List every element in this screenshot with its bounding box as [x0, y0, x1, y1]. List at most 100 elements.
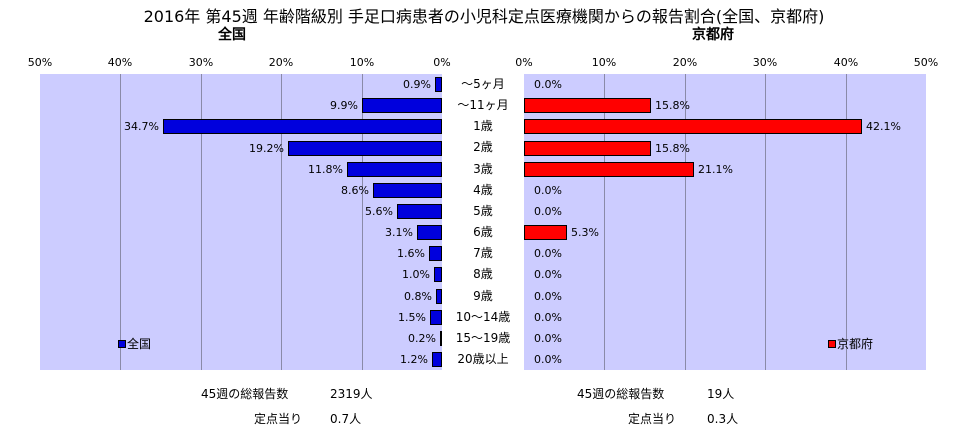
- national-value-label: 19.2%: [249, 142, 284, 155]
- kyoto-total-value: 19人: [707, 387, 735, 401]
- kyoto-tick-label: 10%: [591, 56, 617, 69]
- category-label: 15～19歳: [455, 331, 511, 345]
- kyoto-legend-swatch: [828, 339, 836, 348]
- national-legend-swatch: [118, 339, 126, 348]
- kyoto-value-label: 0.0%: [534, 290, 562, 303]
- kyoto-value-label: 21.1%: [698, 163, 733, 176]
- kyoto-legend-label: 京都府: [837, 337, 874, 351]
- category-label: 3歳: [473, 162, 493, 176]
- category-label: 20歳以上: [457, 352, 509, 366]
- chart-title: 2016年 第45週 年齢階級別 手足口病患者の小児科定点医療機関からの報告割合…: [143, 7, 825, 26]
- kyoto-per-sentinel-label: 定点当り: [628, 412, 677, 426]
- national-gridline: [120, 74, 121, 370]
- kyoto-value-label: 5.3%: [571, 226, 599, 239]
- kyoto-value-label: 0.0%: [534, 205, 562, 218]
- kyoto-value-label: 42.1%: [866, 120, 901, 133]
- kyoto-bar: [524, 98, 651, 113]
- national-bar: [163, 119, 442, 134]
- kyoto-value-label: 0.0%: [534, 78, 562, 91]
- national-value-label: 0.9%: [403, 78, 431, 91]
- national-bar: [434, 267, 442, 282]
- kyoto-total-label: 45週の総報告数: [577, 387, 665, 401]
- national-bar: [417, 225, 442, 240]
- national-panel-title: 全国: [218, 27, 246, 43]
- national-value-label: 1.0%: [402, 268, 430, 281]
- national-bar: [373, 183, 442, 198]
- national-value-label: 9.9%: [330, 99, 358, 112]
- national-tick-label: 30%: [188, 56, 214, 69]
- kyoto-value-label: 0.0%: [534, 247, 562, 260]
- kyoto-gridline: [604, 74, 605, 370]
- kyoto-tick-label: 50%: [913, 56, 939, 69]
- category-label: 2歳: [473, 140, 493, 154]
- national-total-value: 2319人: [330, 387, 373, 401]
- kyoto-tick-label: 30%: [752, 56, 778, 69]
- kyoto-panel-title: 京都府: [692, 27, 734, 43]
- category-label: ～11ヶ月: [457, 98, 509, 112]
- national-legend: 全国: [118, 335, 151, 352]
- national-per-sentinel-label: 定点当り: [254, 412, 303, 426]
- national-value-label: 0.2%: [408, 332, 436, 345]
- kyoto-value-label: 0.0%: [534, 184, 562, 197]
- national-bar: [440, 331, 442, 346]
- national-bar: [347, 162, 442, 177]
- national-bar: [435, 77, 442, 92]
- category-label: 7歳: [473, 246, 493, 260]
- national-value-label: 3.1%: [385, 226, 413, 239]
- national-bar: [436, 289, 442, 304]
- national-value-label: 1.2%: [400, 353, 428, 366]
- national-value-label: 34.7%: [124, 120, 159, 133]
- national-gridline: [362, 74, 363, 370]
- national-tick-label: 50%: [27, 56, 53, 69]
- national-legend-label: 全国: [127, 337, 152, 351]
- national-tick-label: 40%: [107, 56, 133, 69]
- national-bar: [362, 98, 442, 113]
- kyoto-tick-label: 20%: [672, 56, 698, 69]
- kyoto-value-label: 15.8%: [655, 99, 690, 112]
- national-bar: [432, 352, 442, 367]
- kyoto-value-label: 0.0%: [534, 332, 562, 345]
- national-value-label: 1.6%: [397, 247, 425, 260]
- kyoto-legend: 京都府: [828, 335, 873, 352]
- kyoto-bar: [524, 162, 694, 177]
- kyoto-per-sentinel-value: 0.3人: [707, 412, 739, 426]
- national-value-label: 8.6%: [341, 184, 369, 197]
- category-label: 8歳: [473, 267, 493, 281]
- national-plot-area: 0.9% 9.9% 34.7% 19.2% 11.8% 8.6% 5.6% 3.1% 1.6% 1…: [40, 74, 442, 370]
- category-label: 5歳: [473, 204, 493, 218]
- national-value-label: 5.6%: [365, 205, 393, 218]
- kyoto-value-label: 15.8%: [655, 142, 690, 155]
- national-bar: [429, 246, 442, 261]
- kyoto-bar: [524, 119, 862, 134]
- national-gridline: [281, 74, 282, 370]
- category-label: 10～14歳: [455, 310, 511, 324]
- kyoto-bar: [524, 141, 651, 156]
- kyoto-gridline: [846, 74, 847, 370]
- national-total-label: 45週の総報告数: [201, 387, 289, 401]
- national-tick-label: 20%: [268, 56, 294, 69]
- kyoto-value-label: 0.0%: [534, 353, 562, 366]
- national-bar: [397, 204, 442, 219]
- national-per-sentinel-value: 0.7人: [330, 412, 362, 426]
- category-label: 4歳: [473, 183, 493, 197]
- category-label: 9歳: [473, 289, 493, 303]
- national-value-label: 1.5%: [398, 311, 426, 324]
- national-tick-label: 10%: [349, 56, 375, 69]
- category-label: 1歳: [473, 119, 493, 133]
- kyoto-value-label: 0.0%: [534, 268, 562, 281]
- national-value-label: 11.8%: [308, 163, 343, 176]
- national-bar: [430, 310, 442, 325]
- kyoto-tick-label: 0%: [515, 56, 533, 69]
- kyoto-plot-area: 0.0% 15.8% 42.1% 15.8% 21.1% 0.0% 0.0% 5.3% 0.0%…: [524, 74, 926, 370]
- kyoto-bar: [524, 225, 567, 240]
- kyoto-gridline: [685, 74, 686, 370]
- category-label: ～5ヶ月: [461, 77, 505, 91]
- national-bar: [288, 141, 442, 156]
- kyoto-value-label: 0.0%: [534, 311, 562, 324]
- national-tick-label: 0%: [433, 56, 451, 69]
- kyoto-gridline: [765, 74, 766, 370]
- national-gridline: [201, 74, 202, 370]
- category-label: 6歳: [473, 225, 493, 239]
- kyoto-tick-label: 40%: [833, 56, 859, 69]
- national-value-label: 0.8%: [404, 290, 432, 303]
